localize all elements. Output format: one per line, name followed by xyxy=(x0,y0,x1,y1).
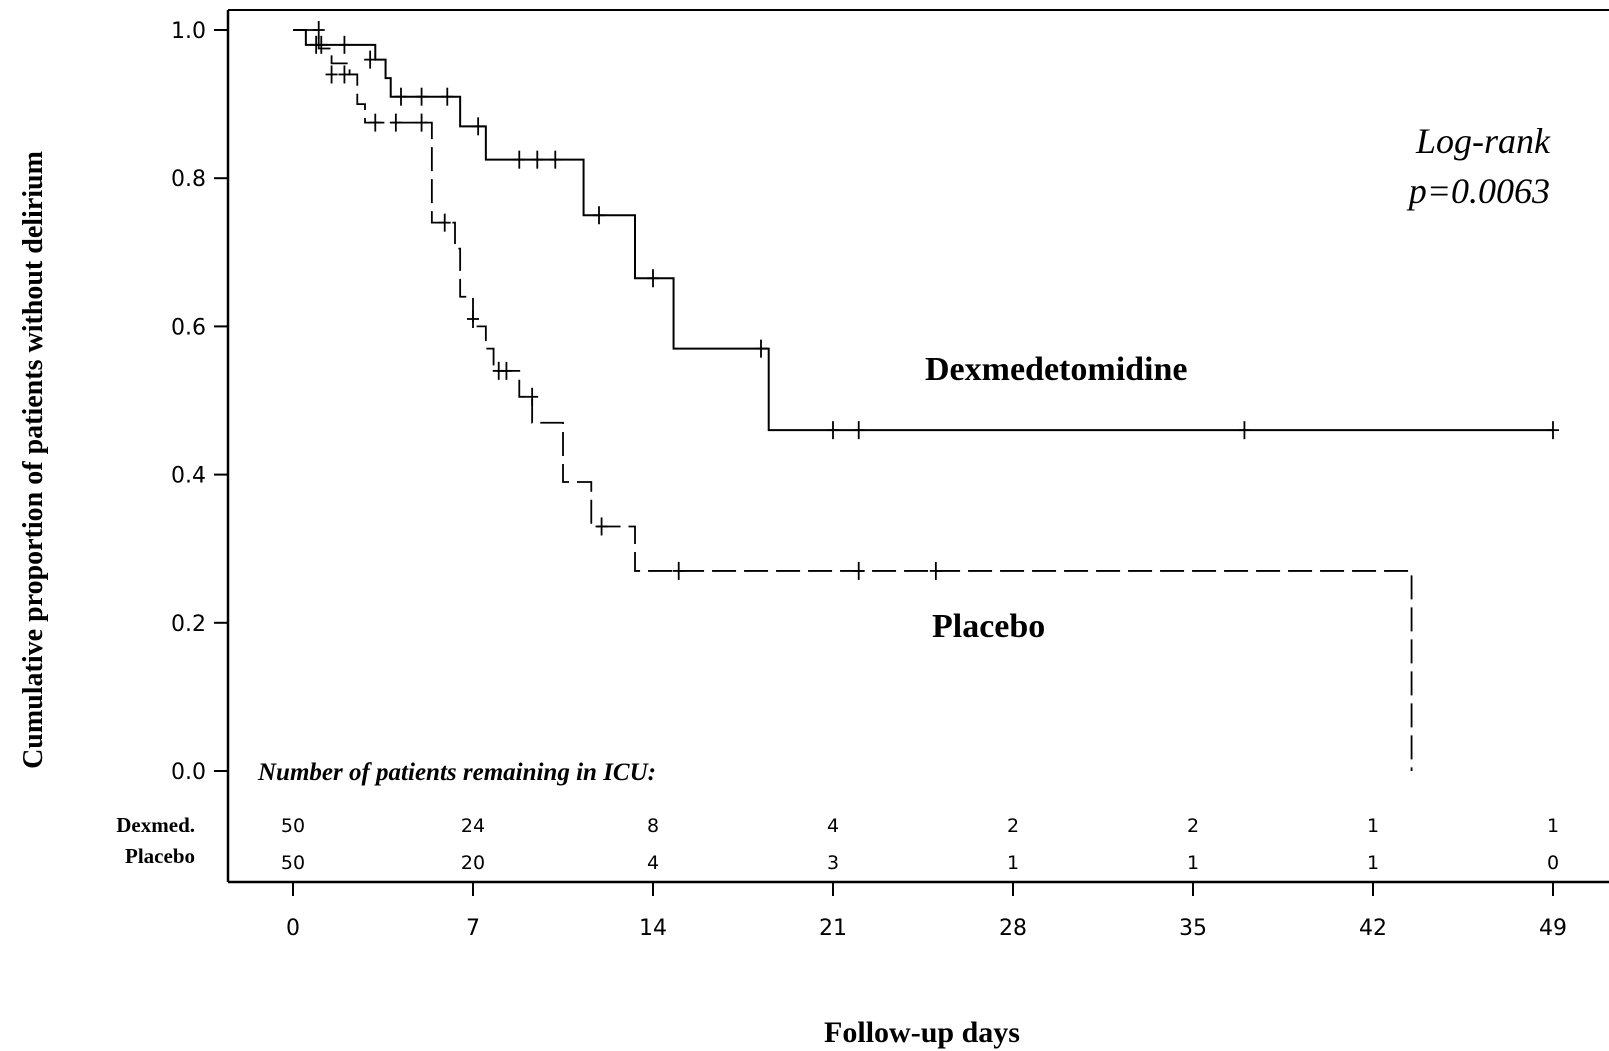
dexmedetomidine-curve-label: Dexmedetomidine xyxy=(925,351,1188,388)
placebo-curve-label: Placebo xyxy=(932,608,1045,645)
risk-table-value: 8 xyxy=(647,815,659,837)
placebo-curve xyxy=(293,29,1413,771)
risk-row-label-placebo: Placebo xyxy=(125,844,195,868)
y-axis-label: Cumulative proportion of patients withou… xyxy=(18,151,49,769)
risk-table-value: 50 xyxy=(281,852,305,874)
y-tick-label: 0.8 xyxy=(171,167,206,192)
y-tick-label: 0.2 xyxy=(171,612,206,637)
x-tick-label: 28 xyxy=(999,916,1027,941)
risk-table-value: 1 xyxy=(1547,815,1559,837)
x-tick-label: 42 xyxy=(1359,916,1387,941)
risk-table-value: 1 xyxy=(1187,852,1199,874)
x-tick-label: 35 xyxy=(1179,916,1207,941)
risk-table-value: 1 xyxy=(1007,852,1019,874)
risk-table-value: 50 xyxy=(281,815,305,837)
y-tick-label: 0.6 xyxy=(171,315,206,340)
y-tick-label: 1.0 xyxy=(171,19,206,44)
x-tick-label: 49 xyxy=(1539,916,1567,941)
risk-table-value: 2 xyxy=(1187,815,1199,837)
censor-marks xyxy=(310,21,1559,580)
x-tick-label: 21 xyxy=(819,916,847,941)
risk-table-value: 4 xyxy=(647,852,659,874)
x-tick-label: 0 xyxy=(286,916,300,941)
risk-table-value: 24 xyxy=(461,815,485,837)
x-ticks: 0 7 14 21 28 35 42 49 xyxy=(286,882,1567,941)
x-axis-label: Follow-up days xyxy=(824,1016,1020,1049)
y-tick-label: 0.4 xyxy=(171,464,206,489)
risk-table-value: 4 xyxy=(827,815,839,837)
p-value-label: p=0.0063 xyxy=(1406,171,1550,211)
risk-table-values: 50 24 8 4 2 2 1 1 50 20 4 3 1 1 1 0 xyxy=(281,815,1559,874)
risk-table-value: 20 xyxy=(461,852,485,874)
x-tick-label: 7 xyxy=(466,916,480,941)
risk-table-title: Number of patients remaining in ICU: xyxy=(257,759,656,786)
logrank-label: Log-rank xyxy=(1415,121,1551,161)
y-ticks: 0.0 0.2 0.4 0.6 0.8 1.0 xyxy=(171,19,228,785)
risk-table-value: 1 xyxy=(1367,852,1379,874)
survival-curves xyxy=(293,29,1553,771)
risk-row-label-dexmed: Dexmed. xyxy=(116,813,195,837)
risk-table-value: 3 xyxy=(827,852,839,874)
dexmedetomidine-curve xyxy=(293,29,1553,432)
x-tick-label: 14 xyxy=(639,916,667,941)
risk-table-value: 1 xyxy=(1367,815,1379,837)
y-tick-label: 0.0 xyxy=(171,760,206,785)
risk-table-value: 2 xyxy=(1007,815,1019,837)
risk-table-value: 0 xyxy=(1547,852,1559,874)
